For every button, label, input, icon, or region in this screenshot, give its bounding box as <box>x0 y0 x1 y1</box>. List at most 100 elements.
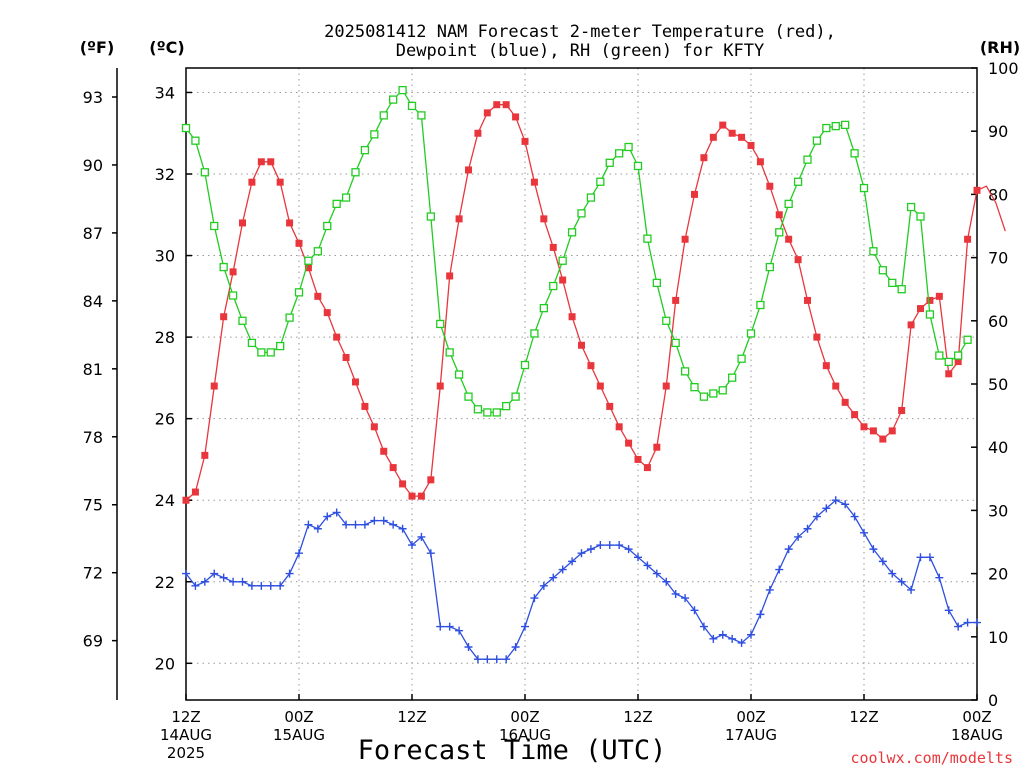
celsius-tick-label: 20 <box>155 654 175 673</box>
data-point <box>785 235 793 243</box>
series-rh <box>181 85 972 417</box>
series-temperature <box>182 101 1006 504</box>
celsius-unit-label: (ºC) <box>149 38 184 57</box>
x-axis-label: Forecast Time (UTC) <box>358 735 667 766</box>
data-point <box>247 338 257 348</box>
fahrenheit-tick-label: 72 <box>83 564 103 583</box>
x-tick-label: 17AUG <box>725 726 777 744</box>
data-point <box>625 439 633 447</box>
data-point <box>238 577 247 586</box>
data-point <box>813 333 821 341</box>
series-line <box>185 104 1006 501</box>
data-point <box>210 382 218 390</box>
data-point <box>492 408 501 417</box>
data-point <box>841 500 850 509</box>
data-point <box>380 447 388 455</box>
data-point <box>454 370 464 379</box>
data-point <box>850 149 859 158</box>
x-tick-label: 12Z <box>623 708 652 726</box>
rh-tick-label: 20 <box>988 565 1008 584</box>
data-point <box>323 309 331 317</box>
data-point <box>539 581 548 590</box>
data-point <box>859 183 869 193</box>
data-point <box>917 305 924 313</box>
data-point <box>822 123 831 133</box>
data-point <box>907 585 916 594</box>
data-point <box>465 166 472 174</box>
plot-frame <box>185 67 978 701</box>
data-point <box>398 524 407 533</box>
data-point <box>699 622 708 631</box>
data-point <box>690 383 699 392</box>
data-point <box>944 357 953 367</box>
data-point <box>407 101 417 111</box>
credit-label: coolwx.com/modelts <box>850 749 1013 767</box>
data-point <box>775 565 784 574</box>
x-tick-label: 14AUG <box>160 726 212 744</box>
fahrenheit-tick-label: 93 <box>83 88 103 107</box>
fahrenheit-unit-label: (ºF) <box>80 38 115 57</box>
series-dewpoint <box>182 496 981 664</box>
data-point <box>464 392 473 401</box>
data-point <box>474 129 482 137</box>
data-point <box>653 443 661 451</box>
data-point <box>229 577 238 586</box>
data-point <box>370 130 379 139</box>
data-point <box>286 219 294 227</box>
data-point <box>615 541 624 550</box>
data-point <box>473 655 482 664</box>
data-point <box>586 193 596 202</box>
fahrenheit-tick-label: 69 <box>83 632 103 651</box>
rh-tick-label: 50 <box>988 375 1008 394</box>
data-point <box>483 109 491 117</box>
data-point <box>728 129 736 137</box>
data-point <box>238 316 247 325</box>
data-point <box>973 186 981 194</box>
data-point <box>728 373 737 382</box>
x-tick-label: 00Z <box>284 708 313 726</box>
data-point <box>841 398 849 406</box>
data-point <box>662 577 671 586</box>
x-tick-label: 18AUG <box>951 726 1003 744</box>
data-point <box>295 239 303 247</box>
data-point <box>426 549 435 558</box>
data-point <box>680 367 690 376</box>
data-point <box>248 178 256 186</box>
data-point <box>220 313 228 321</box>
data-point <box>681 235 689 243</box>
data-point <box>239 219 246 227</box>
data-point <box>521 622 529 631</box>
data-point <box>549 281 558 291</box>
data-point <box>944 606 953 615</box>
rh-tick-label: 80 <box>988 185 1008 204</box>
data-point <box>568 313 576 321</box>
x-tick-label: 2025 <box>167 744 205 762</box>
data-point <box>389 464 397 472</box>
data-point <box>803 524 812 533</box>
data-point <box>587 362 595 370</box>
data-point <box>869 545 878 554</box>
data-point <box>869 427 877 435</box>
data-point <box>907 321 915 329</box>
data-point <box>436 382 444 390</box>
data-point <box>860 528 868 537</box>
data-point <box>916 212 925 221</box>
data-point <box>700 154 708 162</box>
data-point <box>455 215 463 223</box>
data-point <box>379 516 388 525</box>
data-point <box>558 256 567 265</box>
celsius-tick-label: 32 <box>155 165 175 184</box>
data-point <box>793 177 803 186</box>
data-point <box>210 221 219 231</box>
data-point <box>266 348 275 357</box>
data-point <box>775 211 783 219</box>
data-point <box>247 581 256 590</box>
data-point <box>210 569 219 578</box>
data-point <box>304 256 313 265</box>
rh-tick-label: 70 <box>988 249 1008 268</box>
data-point <box>539 304 548 313</box>
data-point <box>719 121 727 129</box>
data-point <box>766 182 774 190</box>
data-point <box>201 451 209 459</box>
data-point <box>200 168 209 177</box>
